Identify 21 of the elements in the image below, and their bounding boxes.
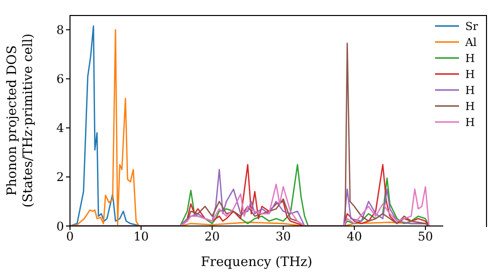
y-axis-title: Phonon projected DOS (States/THz·primitive cell) bbox=[5, 33, 36, 208]
x-tick-label: 0 bbox=[66, 230, 74, 244]
x-tick-label: 20 bbox=[204, 230, 220, 244]
x-tick-label: 40 bbox=[346, 230, 362, 244]
y-tick-label: 4 bbox=[56, 121, 64, 136]
line-series bbox=[70, 25, 142, 226]
y-tick-label: 0 bbox=[56, 219, 64, 234]
y-tick-label: 2 bbox=[56, 170, 64, 184]
x-axis-title: Frequency (THz) bbox=[200, 255, 312, 270]
legend-label: H bbox=[465, 52, 475, 64]
x-tick-label: 30 bbox=[276, 230, 291, 244]
y-tick-label: 6 bbox=[56, 72, 64, 86]
legend-label: H bbox=[465, 100, 475, 112]
legend-label: H bbox=[465, 68, 475, 80]
legend-label: Al bbox=[465, 36, 477, 48]
legend-label: Sr bbox=[465, 20, 478, 32]
x-tick-label: 50 bbox=[418, 230, 434, 244]
y-tick-label: 8 bbox=[56, 22, 64, 37]
legend-label: H bbox=[465, 116, 475, 128]
legend-label: H bbox=[465, 84, 475, 96]
x-tick-label: 10 bbox=[133, 230, 149, 244]
